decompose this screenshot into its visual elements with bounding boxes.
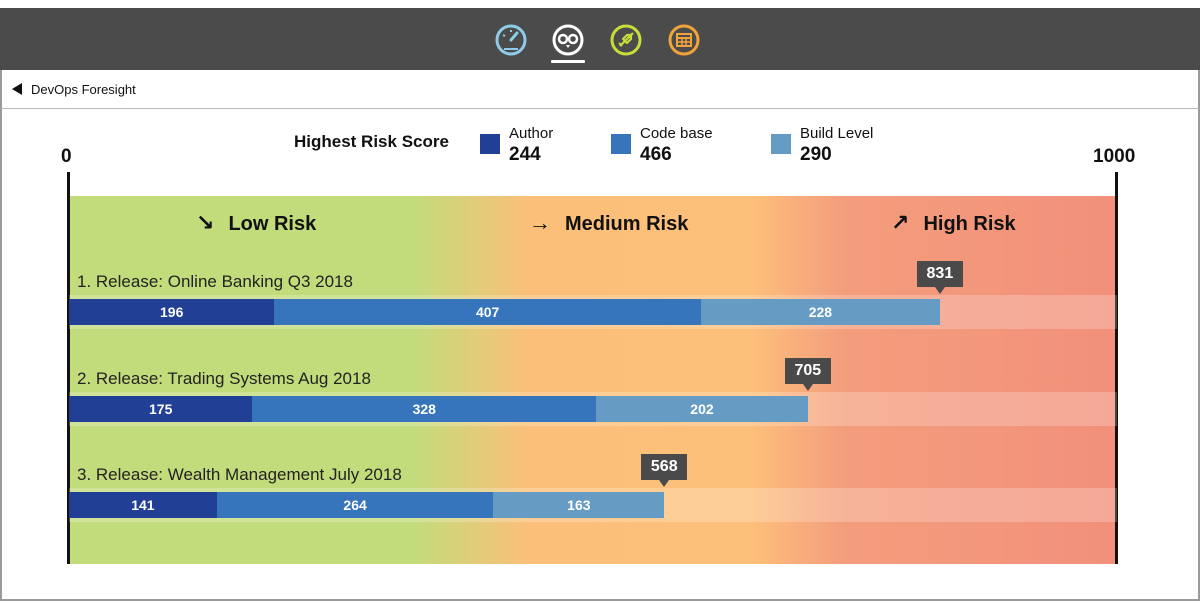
total-score-badge: 831	[916, 261, 963, 294]
legend-name-build-level: Build Level	[800, 125, 874, 142]
bar-segment-author[interactable]: 196	[69, 299, 275, 325]
rocket-icon[interactable]	[609, 23, 643, 57]
legend-swatch-author	[480, 134, 500, 154]
release-title: 1. Release: Online Banking Q3 2018	[77, 272, 353, 291]
zone-high-risk: ↗ High Risk	[891, 210, 1016, 236]
top-navigation-bar	[0, 0, 1200, 70]
zone-medium-label: Medium Risk	[565, 213, 689, 235]
arrow-right-icon: →	[529, 210, 551, 235]
legend-value-author: 244	[509, 144, 541, 165]
arrow-down-right-icon: ↘	[196, 210, 215, 235]
legend-name-author: Author	[509, 125, 554, 142]
axis-right-line	[1115, 172, 1118, 564]
bar-segment-build-level[interactable]: 228	[700, 299, 940, 325]
bar-segment-code-base[interactable]: 407	[274, 299, 701, 325]
axis-min-label: 0	[61, 146, 72, 167]
legend-name-code-base: Code base	[640, 125, 713, 142]
legend-swatch-code-base	[611, 134, 631, 154]
axis-left-line	[67, 172, 70, 564]
zone-high-label: High Risk	[923, 213, 1016, 235]
legend-title: Highest Risk Score	[294, 132, 449, 151]
bar-segment-author[interactable]: 175	[69, 396, 253, 422]
zone-low-risk: ↘ Low Risk	[196, 210, 316, 236]
total-score-badge: 705	[784, 358, 831, 391]
zone-low-label: Low Risk	[228, 213, 317, 235]
zone-medium-risk: → Medium Risk	[529, 210, 688, 236]
risk-panel	[0, 109, 1200, 601]
breadcrumb: DevOps Foresight	[0, 70, 1200, 109]
breadcrumb-label[interactable]: DevOps Foresight	[31, 81, 136, 97]
bar-segment-build-level[interactable]: 202	[596, 396, 808, 422]
axis-max-label: 1000	[1093, 146, 1136, 167]
owl-icon[interactable]	[551, 23, 585, 57]
calendar-grid-icon[interactable]	[667, 23, 701, 57]
active-tab-indicator	[551, 60, 585, 63]
bar-segment-author[interactable]: 141	[69, 492, 217, 518]
speedometer-icon[interactable]	[494, 23, 528, 57]
total-score-badge: 568	[641, 454, 688, 487]
release-title: 2. Release: Trading Systems Aug 2018	[77, 369, 371, 388]
legend-value-build-level: 290	[800, 144, 832, 165]
arrow-up-right-icon: ↗	[891, 210, 910, 235]
bar-segment-code-base[interactable]: 328	[252, 396, 597, 422]
bar-segment-code-base[interactable]: 264	[216, 492, 494, 518]
back-arrow-icon[interactable]	[12, 83, 22, 95]
legend-swatch-build-level	[771, 134, 791, 154]
legend-value-code-base: 466	[640, 144, 672, 165]
release-title: 3. Release: Wealth Management July 2018	[77, 465, 402, 484]
bar-segment-build-level[interactable]: 163	[493, 492, 665, 518]
